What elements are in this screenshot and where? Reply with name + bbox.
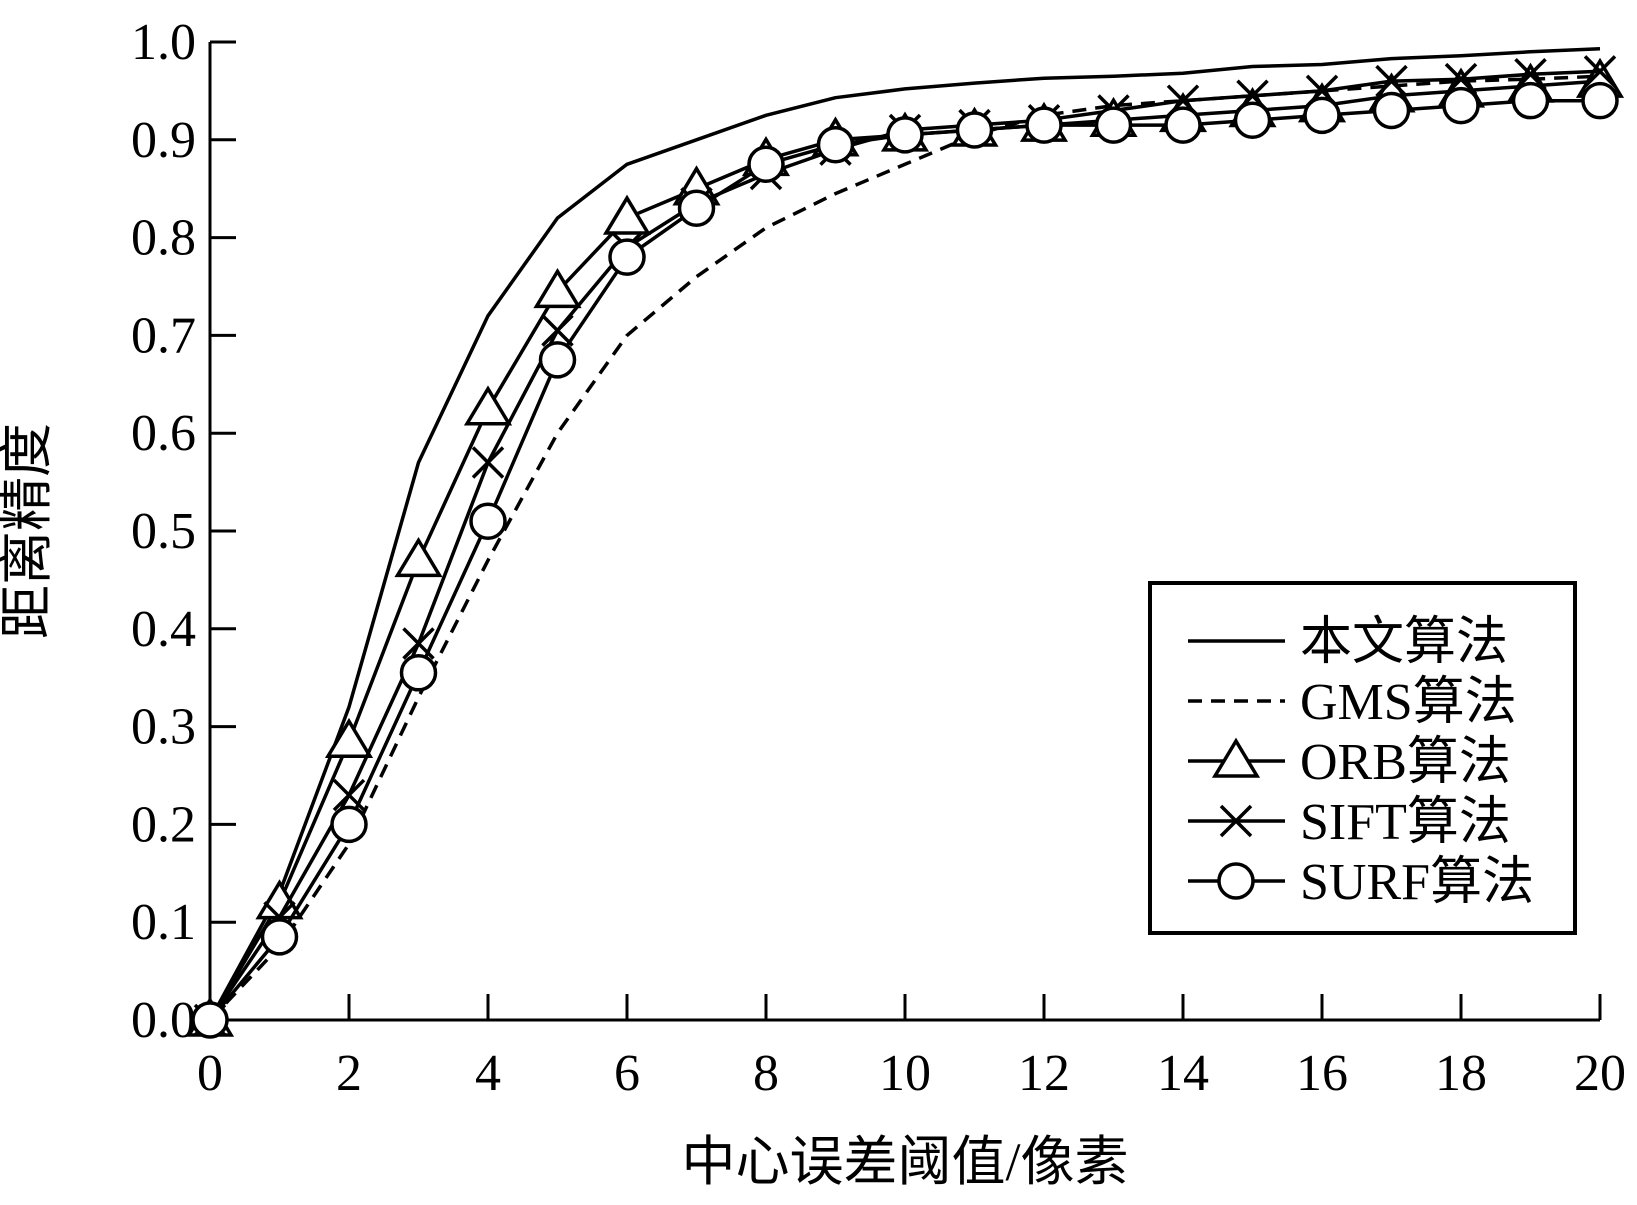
data-point-triangle xyxy=(602,194,652,235)
y-tick-label: 0.5 xyxy=(131,503,196,560)
data-point-circle xyxy=(1303,96,1341,135)
legend-marker-triangle xyxy=(1211,737,1261,778)
legend-entry: SURF算法 xyxy=(1188,854,1534,911)
series-layer xyxy=(185,47,1625,1039)
series-0 xyxy=(208,47,1601,1021)
series-4 xyxy=(191,81,1619,1039)
data-point-circle xyxy=(330,805,368,844)
data-point-x xyxy=(1583,55,1617,88)
data-point-circle xyxy=(1094,106,1133,144)
y-tick-label: 0.8 xyxy=(131,210,196,267)
legend-label: 本文算法 xyxy=(1300,614,1508,671)
x-tick-label: 4 xyxy=(475,1045,501,1102)
y-tick-label: 0.9 xyxy=(131,112,196,169)
legend-label: ORB算法 xyxy=(1300,734,1511,791)
data-point-circle xyxy=(886,116,924,154)
y-axis-title: 距离精度 xyxy=(0,423,57,639)
data-point-circle xyxy=(816,125,855,164)
data-point-triangle xyxy=(324,717,374,759)
data-point-x xyxy=(1514,58,1547,91)
y-tick-label: 0.6 xyxy=(131,405,196,462)
x-tick-label: 16 xyxy=(1296,1045,1348,1102)
data-point-circle xyxy=(608,238,646,276)
legend-entry: GMS算法 xyxy=(1188,674,1517,731)
legend-entry: SIFT算法 xyxy=(1188,794,1511,851)
data-point-circle xyxy=(677,189,716,228)
data-point-circle xyxy=(1581,81,1619,120)
data-point-triangle xyxy=(533,267,582,309)
data-point-x xyxy=(541,314,574,347)
y-tick-label: 0.2 xyxy=(131,796,196,853)
series-1 xyxy=(208,74,1601,1022)
data-point-circle xyxy=(1025,106,1063,144)
x-tick-label: 14 xyxy=(1157,1045,1209,1102)
legend-label: GMS算法 xyxy=(1300,674,1517,731)
series-line xyxy=(208,47,1601,1021)
data-point-circle xyxy=(191,1001,229,1039)
x-tick-label: 6 xyxy=(614,1045,640,1102)
y-tick-label: 0.7 xyxy=(131,307,196,364)
legend-entry: ORB算法 xyxy=(1188,734,1511,791)
x-axis-title: 中心误差阈值/像素 xyxy=(681,1132,1128,1192)
data-point-circle xyxy=(1442,86,1480,125)
y-tick-label: 1.0 xyxy=(131,14,196,71)
x-tick-label: 8 xyxy=(753,1045,779,1102)
data-point-circle xyxy=(469,502,507,540)
legend-marker-x xyxy=(1219,804,1253,838)
legend-entry: 本文算法 xyxy=(1188,614,1508,671)
data-point-circle xyxy=(399,654,438,692)
x-tick-label: 0 xyxy=(197,1045,223,1102)
data-point-x xyxy=(1375,64,1408,98)
x-tick-label: 10 xyxy=(879,1045,931,1102)
series-line xyxy=(208,74,1601,1022)
data-point-x xyxy=(1444,62,1478,96)
legend-label: SIFT算法 xyxy=(1300,794,1511,851)
x-tick-label: 2 xyxy=(336,1045,362,1102)
data-point-circle xyxy=(260,918,299,956)
x-tick-label: 18 xyxy=(1435,1045,1487,1102)
data-point-circle xyxy=(538,341,577,379)
data-point-circle xyxy=(747,145,785,183)
data-point-circle xyxy=(1511,81,1550,120)
data-point-x xyxy=(471,446,505,479)
data-point-triangle xyxy=(463,385,513,426)
data-point-circle xyxy=(1164,106,1202,144)
y-tick-label: 0.0 xyxy=(131,992,196,1049)
axes: 0.0 0.1 0.2 0.3 0.4 0.5 0.6 0.7 0.8 0.9 1.0 0 2 4 6 8 10… xyxy=(131,14,1626,1102)
data-point-circle xyxy=(1372,91,1411,130)
data-point-circle xyxy=(955,111,994,149)
x-tick-label: 20 xyxy=(1574,1045,1626,1102)
y-tick-label: 0.1 xyxy=(131,894,196,951)
legend-label: SURF算法 xyxy=(1300,854,1534,911)
legend-marker-circle xyxy=(1217,862,1255,900)
x-tick-label: 12 xyxy=(1018,1045,1070,1102)
data-point-triangle xyxy=(394,536,443,578)
y-tick-label: 0.3 xyxy=(131,699,196,756)
data-point-circle xyxy=(1233,101,1272,139)
y-tick-label: 0.4 xyxy=(131,601,196,658)
